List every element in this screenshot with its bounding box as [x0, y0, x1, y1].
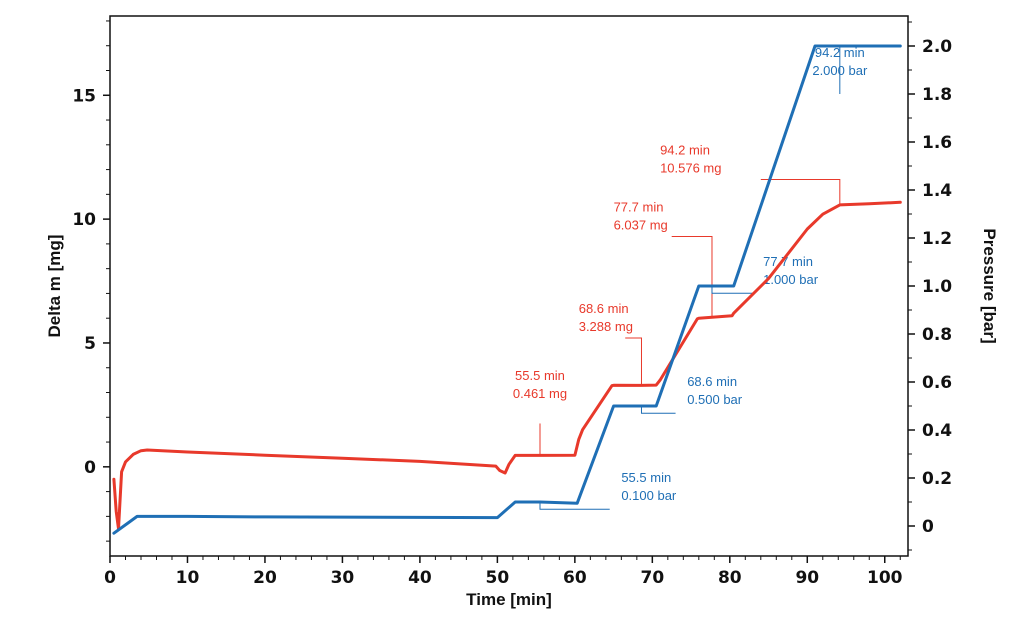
annotation-label: 77.7 min — [763, 254, 813, 269]
y2-tick-label: 1.0 — [922, 277, 952, 297]
x-tick-label: 20 — [253, 568, 277, 588]
annotation-leader-line — [711, 286, 754, 294]
annotation-label: 94.2 min — [815, 45, 865, 60]
y2-tick-label: 1.6 — [922, 133, 952, 153]
x-axis-title: Time [min] — [466, 590, 552, 609]
x-tick-label: 10 — [176, 568, 200, 588]
annotation-label: 68.6 min — [579, 301, 629, 316]
y2-tick-label: 0.8 — [922, 325, 952, 345]
y-tick-label: 15 — [72, 86, 96, 106]
x-axis-ticks: 0 10 20 30 40 50 60 70 80 90 100 — [104, 556, 903, 588]
annotations: 55.5 min 0.461 mg 68.6 min 3.288 mg 77.7 min… — [513, 45, 868, 510]
annotation-label: 68.6 min — [687, 374, 737, 389]
annotation-leader-line — [640, 406, 676, 414]
annotation-leader-line — [539, 502, 610, 510]
annotation-label: 10.576 mg — [660, 161, 721, 176]
pressure-series-line — [112, 44, 902, 535]
x-tick-label: 50 — [486, 568, 510, 588]
x-tick-label: 0 — [104, 568, 116, 588]
x-tick-label: 80 — [718, 568, 742, 588]
x-tick-label: 30 — [331, 568, 355, 588]
annotation-label: 55.5 min — [515, 368, 565, 383]
y2-tick-label: 0.6 — [922, 373, 952, 393]
annotation-label: 2.000 bar — [812, 63, 868, 78]
x-tick-label: 40 — [408, 568, 432, 588]
annotation-label: 3.288 mg — [579, 319, 633, 334]
x-tick-label: 100 — [867, 568, 903, 588]
delta-m-series-line — [112, 200, 902, 531]
y2-tick-label: 0.4 — [922, 421, 952, 441]
series-group — [112, 44, 902, 535]
annotation-label: 1.000 bar — [763, 272, 819, 287]
x-tick-label: 70 — [640, 568, 664, 588]
y-axis-ticks: 0 5 10 15 — [72, 20, 110, 542]
y2-axis-title: Pressure [bar] — [980, 228, 999, 343]
y-tick-label: 0 — [84, 458, 96, 478]
y2-tick-label: 1.2 — [922, 229, 952, 249]
annotation-label: 94.2 min — [660, 143, 710, 158]
annotation-label: 0.500 bar — [687, 392, 743, 407]
annotation-label: 0.100 bar — [621, 488, 677, 503]
annotation-leader-line — [625, 337, 642, 386]
y-tick-label: 10 — [72, 210, 96, 230]
y2-tick-label: 0.2 — [922, 469, 952, 489]
annotation-leader-line — [760, 178, 841, 205]
annotation-label: 0.461 mg — [513, 386, 567, 401]
y2-tick-label: 0 — [922, 517, 934, 537]
y2-tick-label: 1.8 — [922, 85, 952, 105]
annotation-label: 77.7 min — [614, 200, 664, 215]
x-tick-label: 60 — [563, 568, 587, 588]
annotation-label: 6.037 mg — [614, 218, 668, 233]
y-tick-label: 5 — [84, 334, 96, 354]
y2-axis-ticks: 0 0.2 0.4 0.6 0.8 1.0 1.2 1.4 1.6 1.8 2.0 — [908, 21, 952, 551]
x-tick-label: 90 — [795, 568, 819, 588]
y2-tick-label: 2.0 — [922, 37, 952, 57]
annotation-label: 55.5 min — [621, 470, 671, 485]
y2-tick-label: 1.4 — [922, 181, 952, 201]
y-axis-title: Delta m [mg] — [45, 235, 64, 338]
